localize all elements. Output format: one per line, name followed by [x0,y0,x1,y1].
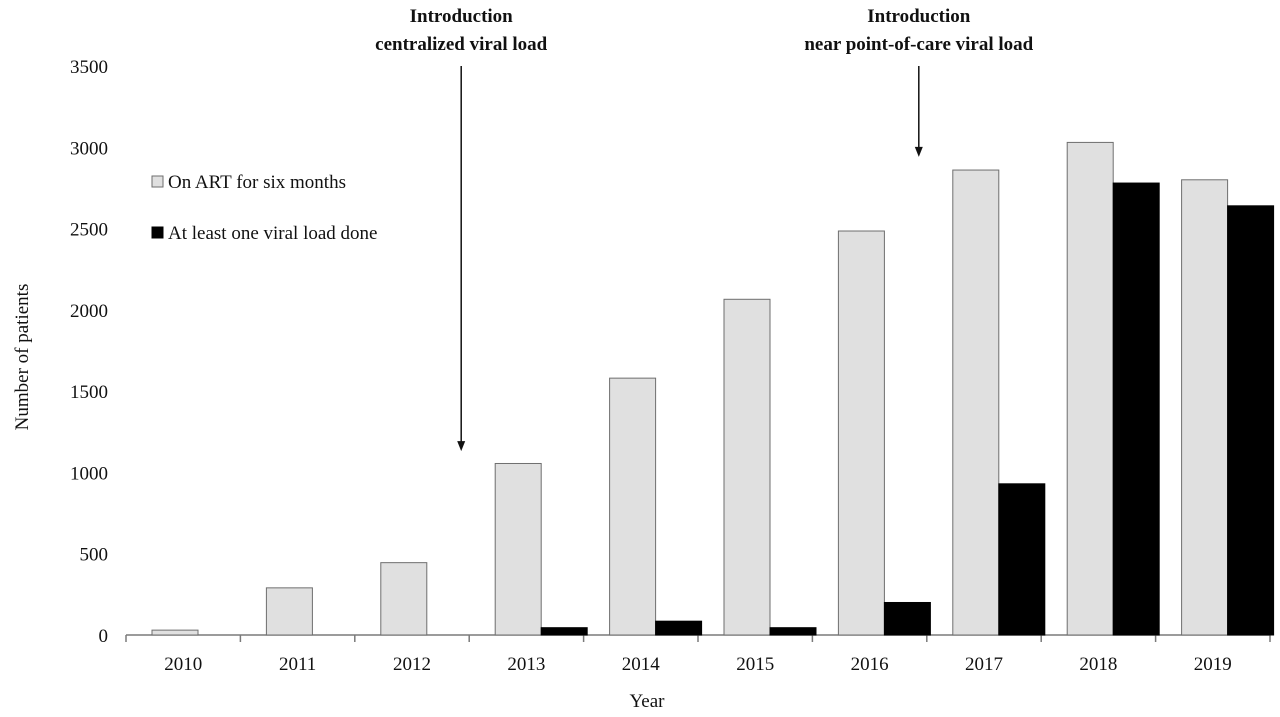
bar-on-art [494,462,542,636]
bar-on-art [609,377,657,636]
y-tick-label: 1500 [70,382,108,403]
bar-on-art [151,629,199,636]
x-tick-label: 2011 [279,654,316,675]
x-tick-label: 2012 [393,654,431,675]
bar-on-art [380,562,428,636]
y-tick-label: 1000 [70,463,108,484]
y-tick-label: 2500 [70,220,108,241]
annotation-arrow-head [457,441,466,452]
y-tick-label: 500 [80,545,109,566]
y-tick-label: 2000 [70,301,108,322]
x-tick-label: 2018 [1079,654,1117,675]
x-tick-label: 2019 [1194,654,1232,675]
x-axis: 2010 2011 2012 2013 2014 2015 2016 2017 2018 2019 [125,634,1271,675]
legend-label: At least one viral load done [168,223,377,244]
bar-viral-load [1227,205,1275,636]
x-tick-label: 2010 [164,654,202,675]
annotation-line2: near point-of-care viral load [804,34,1033,55]
bar-on-art [265,587,313,636]
bar-viral-load [998,483,1046,636]
bar-viral-load [655,620,703,636]
legend: On ART for six months At least one viral … [151,172,377,244]
x-tick-label: 2017 [965,654,1003,675]
x-tick-label: 2014 [622,654,661,675]
legend-label: On ART for six months [168,172,346,193]
bar-viral-load [883,601,931,636]
legend-swatch-viral-load [151,226,164,239]
bar-on-art [1181,179,1229,636]
legend-swatch-on-art [151,175,164,188]
annotation-line1: Introduction [410,6,514,27]
annotation-arrow-head [914,146,923,157]
y-tick-label: 0 [99,626,109,647]
bar-on-art [723,298,771,636]
annotations-group: Introduction centralized viral load Introd… [375,6,1034,452]
bar-on-art [837,230,885,636]
annotation-line1: Introduction [867,6,971,27]
bars-group [151,141,1275,636]
annotation-line2: centralized viral load [375,34,547,55]
bar-viral-load [540,627,588,636]
x-tick-label: 2016 [851,654,889,675]
y-tick-label: 3000 [70,138,108,159]
bar-viral-load [1112,182,1160,636]
bar-on-art [952,169,1000,636]
bar-on-art [1066,141,1114,636]
x-tick-label: 2015 [736,654,774,675]
x-axis-title: Year [629,691,665,712]
x-tick-label: 2013 [507,654,545,675]
y-tick-label: 3500 [70,57,108,78]
y-axis: 0 500 1000 1500 2000 2500 3000 3500 [70,57,108,647]
bar-viral-load [769,627,817,636]
y-axis-title: Number of patients [12,284,33,431]
